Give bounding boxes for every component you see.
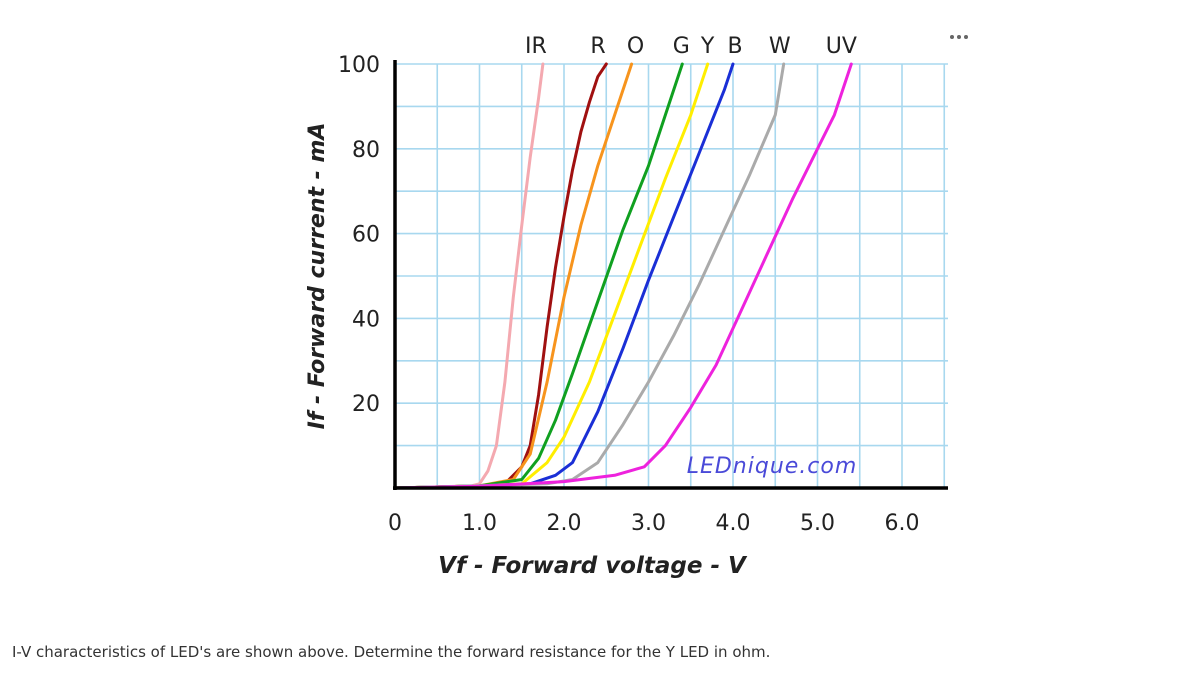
series-label-g: G (673, 34, 690, 59)
series-label-b: B (727, 34, 742, 59)
series-label-w: W (769, 34, 791, 59)
watermark-text: LEDnique.com (687, 454, 858, 479)
chart-series-labels: IR R O G Y B W UV (525, 34, 857, 59)
y-axis-label: If - Forward current - mA (305, 123, 330, 430)
chart: 0 1.0 2.0 3.0 4.0 5.0 6.0 20 40 60 80 100 IR R O G Y B W U… (305, 34, 948, 579)
dot (957, 35, 961, 39)
chart-series (393, 62, 853, 490)
series-label-r: R (590, 34, 605, 59)
series-label-uv: UV (826, 34, 857, 59)
dot (964, 35, 968, 39)
y-tick-label: 20 (352, 392, 380, 417)
series-label-y: Y (700, 34, 715, 59)
chart-grid (395, 63, 948, 488)
question-text: I-V characteristics of LED's are shown a… (12, 643, 771, 661)
x-tick-label: 5.0 (800, 511, 835, 536)
x-tick-label: 0 (388, 511, 402, 536)
x-axis-label: Vf - Forward voltage - V (438, 553, 748, 579)
series-line-uv (393, 62, 853, 490)
series-line-g (393, 62, 684, 490)
dot (950, 35, 954, 39)
x-tick-label: 6.0 (885, 511, 920, 536)
y-tick-label: 40 (352, 307, 380, 332)
y-tick-label: 60 (352, 223, 380, 248)
chart-tick-labels: 0 1.0 2.0 3.0 4.0 5.0 6.0 20 40 60 80 100 (338, 53, 920, 536)
more-horizontal-icon[interactable] (950, 30, 974, 44)
series-label-o: O (627, 34, 644, 59)
y-tick-label: 100 (338, 53, 380, 78)
y-tick-label: 80 (352, 138, 380, 163)
x-tick-label: 4.0 (716, 511, 751, 536)
x-tick-label: 1.0 (462, 511, 497, 536)
series-label-ir: IR (525, 34, 547, 59)
x-tick-label: 2.0 (547, 511, 582, 536)
chart-axes (393, 60, 948, 490)
x-tick-label: 3.0 (631, 511, 666, 536)
